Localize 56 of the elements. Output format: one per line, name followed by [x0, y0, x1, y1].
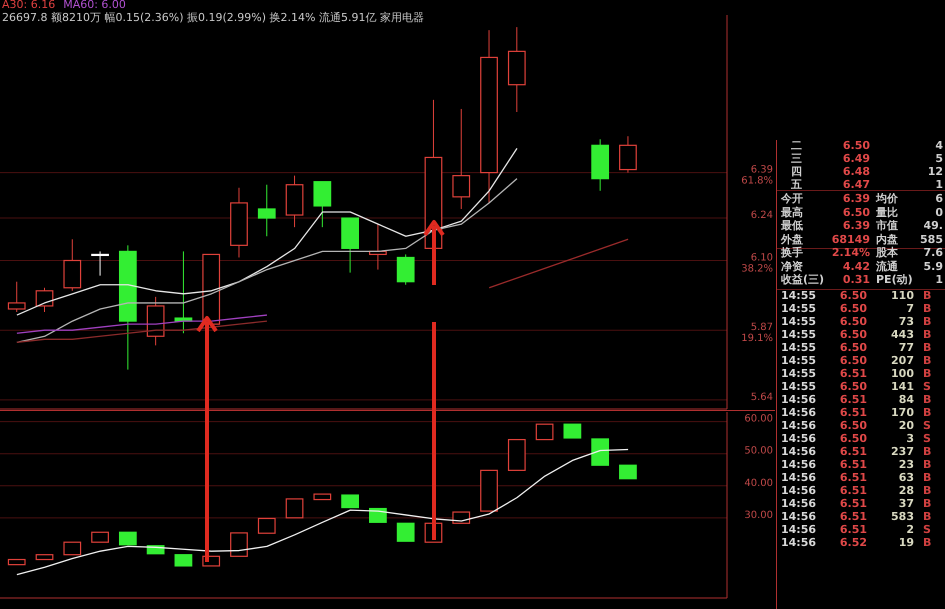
text: 二 6.50 4 [791, 139, 943, 152]
candlestick [230, 187, 248, 258]
y-tick-label: 5.87 19.1% [741, 322, 773, 344]
y-tick-label: 6.39 61.8% [741, 164, 773, 187]
candlestick [480, 30, 498, 204]
y-tick-label: 40.00 [744, 478, 773, 489]
text: 今开 6.39 均价 6 [781, 192, 943, 205]
text: 四 6.48 12 [791, 165, 943, 178]
text: 14:56 6.51 28 B [781, 484, 932, 497]
candlestick [508, 26, 526, 112]
text: 14:56 6.50 20 S [781, 419, 931, 432]
y-tick-label: 5.64 [750, 392, 773, 403]
text: 14:56 6.51 37 B [781, 497, 932, 510]
candlestick [118, 244, 137, 370]
text: 14:56 6.51 84 B [781, 393, 932, 406]
text: 外盘 68149 内盘 585 [781, 232, 943, 246]
candlestick [146, 296, 165, 346]
text: 14:55 6.50 207 B [781, 354, 932, 367]
text: 换手 2.14% 股本 7.6 [781, 246, 943, 259]
text: 14:56 6.51 237 B [781, 445, 932, 458]
line-series [16, 148, 518, 316]
candlestick [286, 175, 304, 228]
text: 三 6.49 5 [791, 152, 943, 165]
text: MA60: 6.00 [63, 0, 126, 11]
text: 14:55 6.50 141 S [781, 380, 931, 393]
annotation: 26697.8 额8210万 幅0.15(2.36%) 振0.19(2.99%) 换2.14% 流通5.91亿 家用电器 [2, 11, 424, 24]
text: 14:55 6.50 110 B [781, 289, 932, 302]
text: 最低 6.39 市值 49. [781, 219, 943, 232]
text: 五 6.47 1 [791, 178, 943, 191]
line-series [16, 448, 629, 576]
y-tick-label: 6.24 [750, 210, 773, 222]
text: 净资 4.42 流通 5.9 [781, 260, 943, 272]
text: 14:56 6.51 170 B [781, 406, 932, 419]
text: 14:56 6.50 3 S [781, 432, 931, 445]
candlestick [258, 184, 276, 237]
candlestick [452, 108, 470, 210]
text: 最高 6.50 量比 0 [781, 206, 943, 218]
line-series [16, 320, 268, 343]
text: 14:56 6.51 2 S [781, 523, 931, 536]
y-tick-label: 50.00 [744, 446, 773, 457]
y-tick-label: 30.00 [744, 510, 773, 521]
y-tick-label: 6.10 38.2% [741, 252, 773, 274]
text: 14:55 6.51 100 B [781, 367, 932, 380]
text: 14:55 6.50 77 B [781, 341, 932, 354]
text: 14:56 6.52 19 B [781, 536, 932, 549]
y-tick-label: 60.00 [744, 414, 773, 425]
text: 收益(三) 0.31 PE(动) 1 [781, 273, 943, 286]
text: 14:55 6.50 443 B [781, 328, 932, 341]
text: 14:55 6.50 73 B [781, 315, 932, 328]
line-series [16, 178, 518, 343]
text: 14:56 6.51 583 B [781, 510, 932, 523]
line-series [16, 314, 268, 334]
text: 14:56 6.51 23 B [781, 458, 932, 471]
text: A30: 6.16 [2, 0, 56, 11]
text: 14:55 6.50 7 B [781, 302, 932, 315]
text: 14:56 6.51 63 B [781, 471, 932, 484]
